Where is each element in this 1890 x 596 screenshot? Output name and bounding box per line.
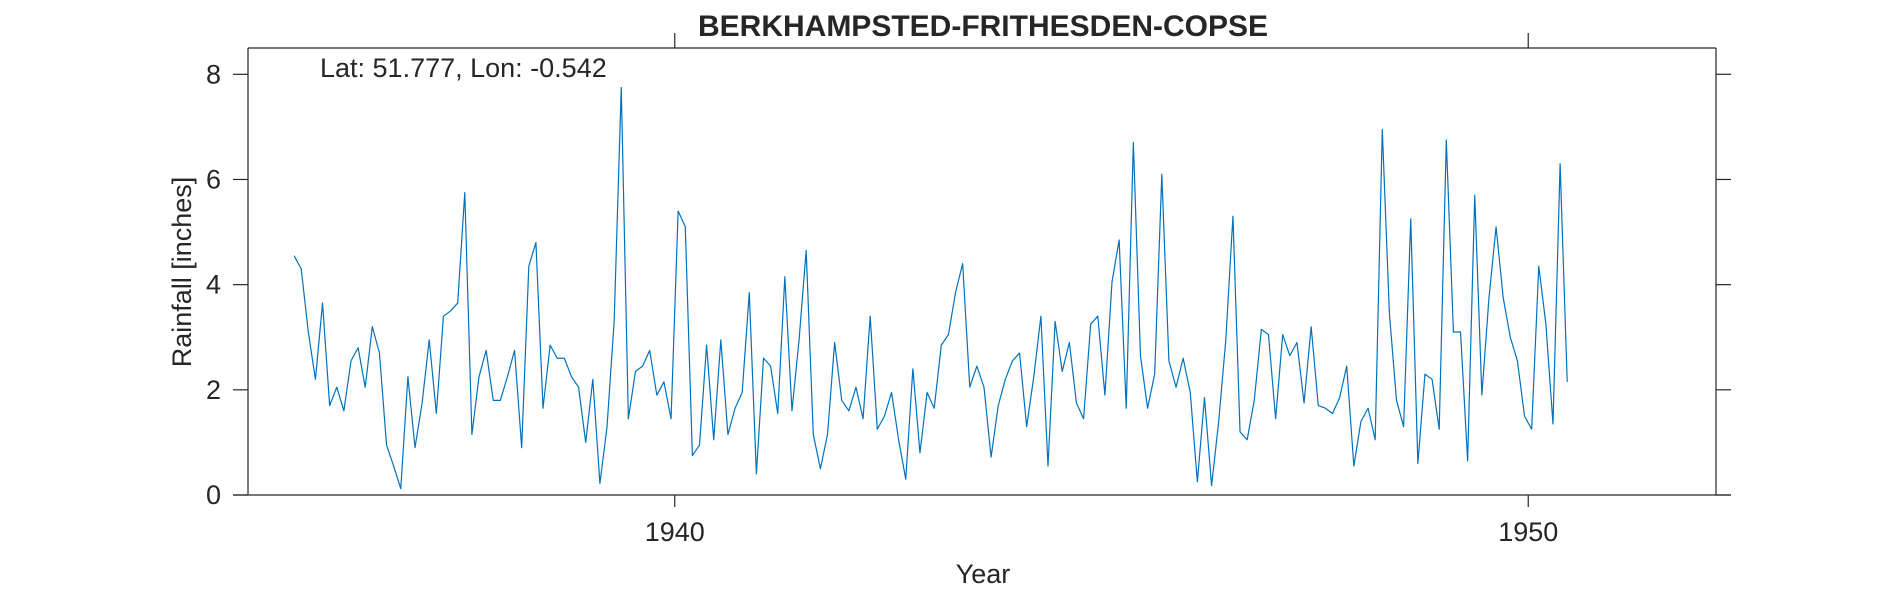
axis-ticks: 0 2 4 6 8 1940 1950 [206,33,1731,547]
plot-area [293,86,1568,490]
y-tick-label: 6 [206,164,221,194]
x-axis-label: Year [956,559,1011,589]
x-tick-label: 1940 [645,517,705,547]
y-tick-label: 2 [206,375,221,405]
y-tick-label: 0 [206,480,221,510]
y-axis-label: Rainfall [inches] [167,177,197,368]
rainfall-series-line [293,86,1568,490]
y-tick-label: 8 [206,59,221,89]
station-coordinates-annotation: Lat: 51.777, Lon: -0.542 [320,53,607,83]
x-tick-label: 1950 [1498,517,1558,547]
axes-box [233,47,1731,496]
chart-title: BERKHAMPSTED-FRITHESDEN-COPSE [698,10,1268,43]
y-tick-label: 4 [206,270,221,300]
